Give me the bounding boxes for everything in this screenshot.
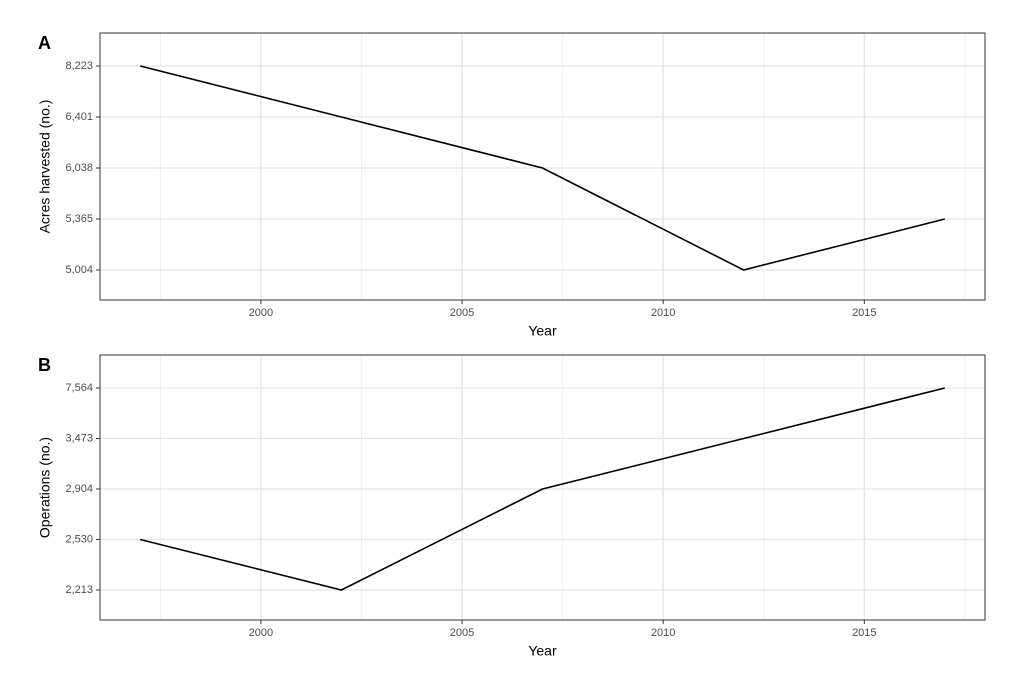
y-tick-label: 8,223 — [65, 60, 93, 72]
y-tick-label: 6,038 — [65, 162, 93, 174]
x-tick-label: 2015 — [852, 627, 876, 639]
x-tick-label: 2010 — [651, 307, 675, 319]
plot-border — [99, 354, 986, 621]
y-tick-label: 7,564 — [65, 382, 93, 394]
y-tick-label: 2,904 — [65, 483, 93, 495]
line — [140, 65, 945, 271]
y-axis-title: Operations (no.) — [37, 437, 53, 538]
y-tick-label: 3,473 — [65, 432, 93, 444]
y-tick-label: 5,365 — [65, 213, 93, 225]
x-axis-title: Year — [528, 323, 557, 339]
plot-border — [99, 32, 986, 301]
x-axis-title: Year — [528, 643, 557, 659]
x-tick-label: 2005 — [450, 307, 474, 319]
x-tick-label: 2010 — [651, 627, 675, 639]
panel-tag: A — [38, 33, 51, 53]
y-tick-label: 5,004 — [65, 264, 93, 276]
line — [140, 387, 945, 591]
x-tick-label: 2015 — [852, 307, 876, 319]
x-tick-label: 2000 — [249, 307, 273, 319]
y-tick-label: 2,530 — [65, 533, 93, 545]
x-tick-label: 2005 — [450, 627, 474, 639]
y-tick-label: 6,401 — [65, 111, 93, 123]
panel-tag: B — [38, 355, 51, 375]
y-tick-label: 2,213 — [65, 584, 93, 596]
y-axis-title: Acres harvested (no.) — [37, 100, 53, 234]
x-tick-label: 2000 — [249, 627, 273, 639]
